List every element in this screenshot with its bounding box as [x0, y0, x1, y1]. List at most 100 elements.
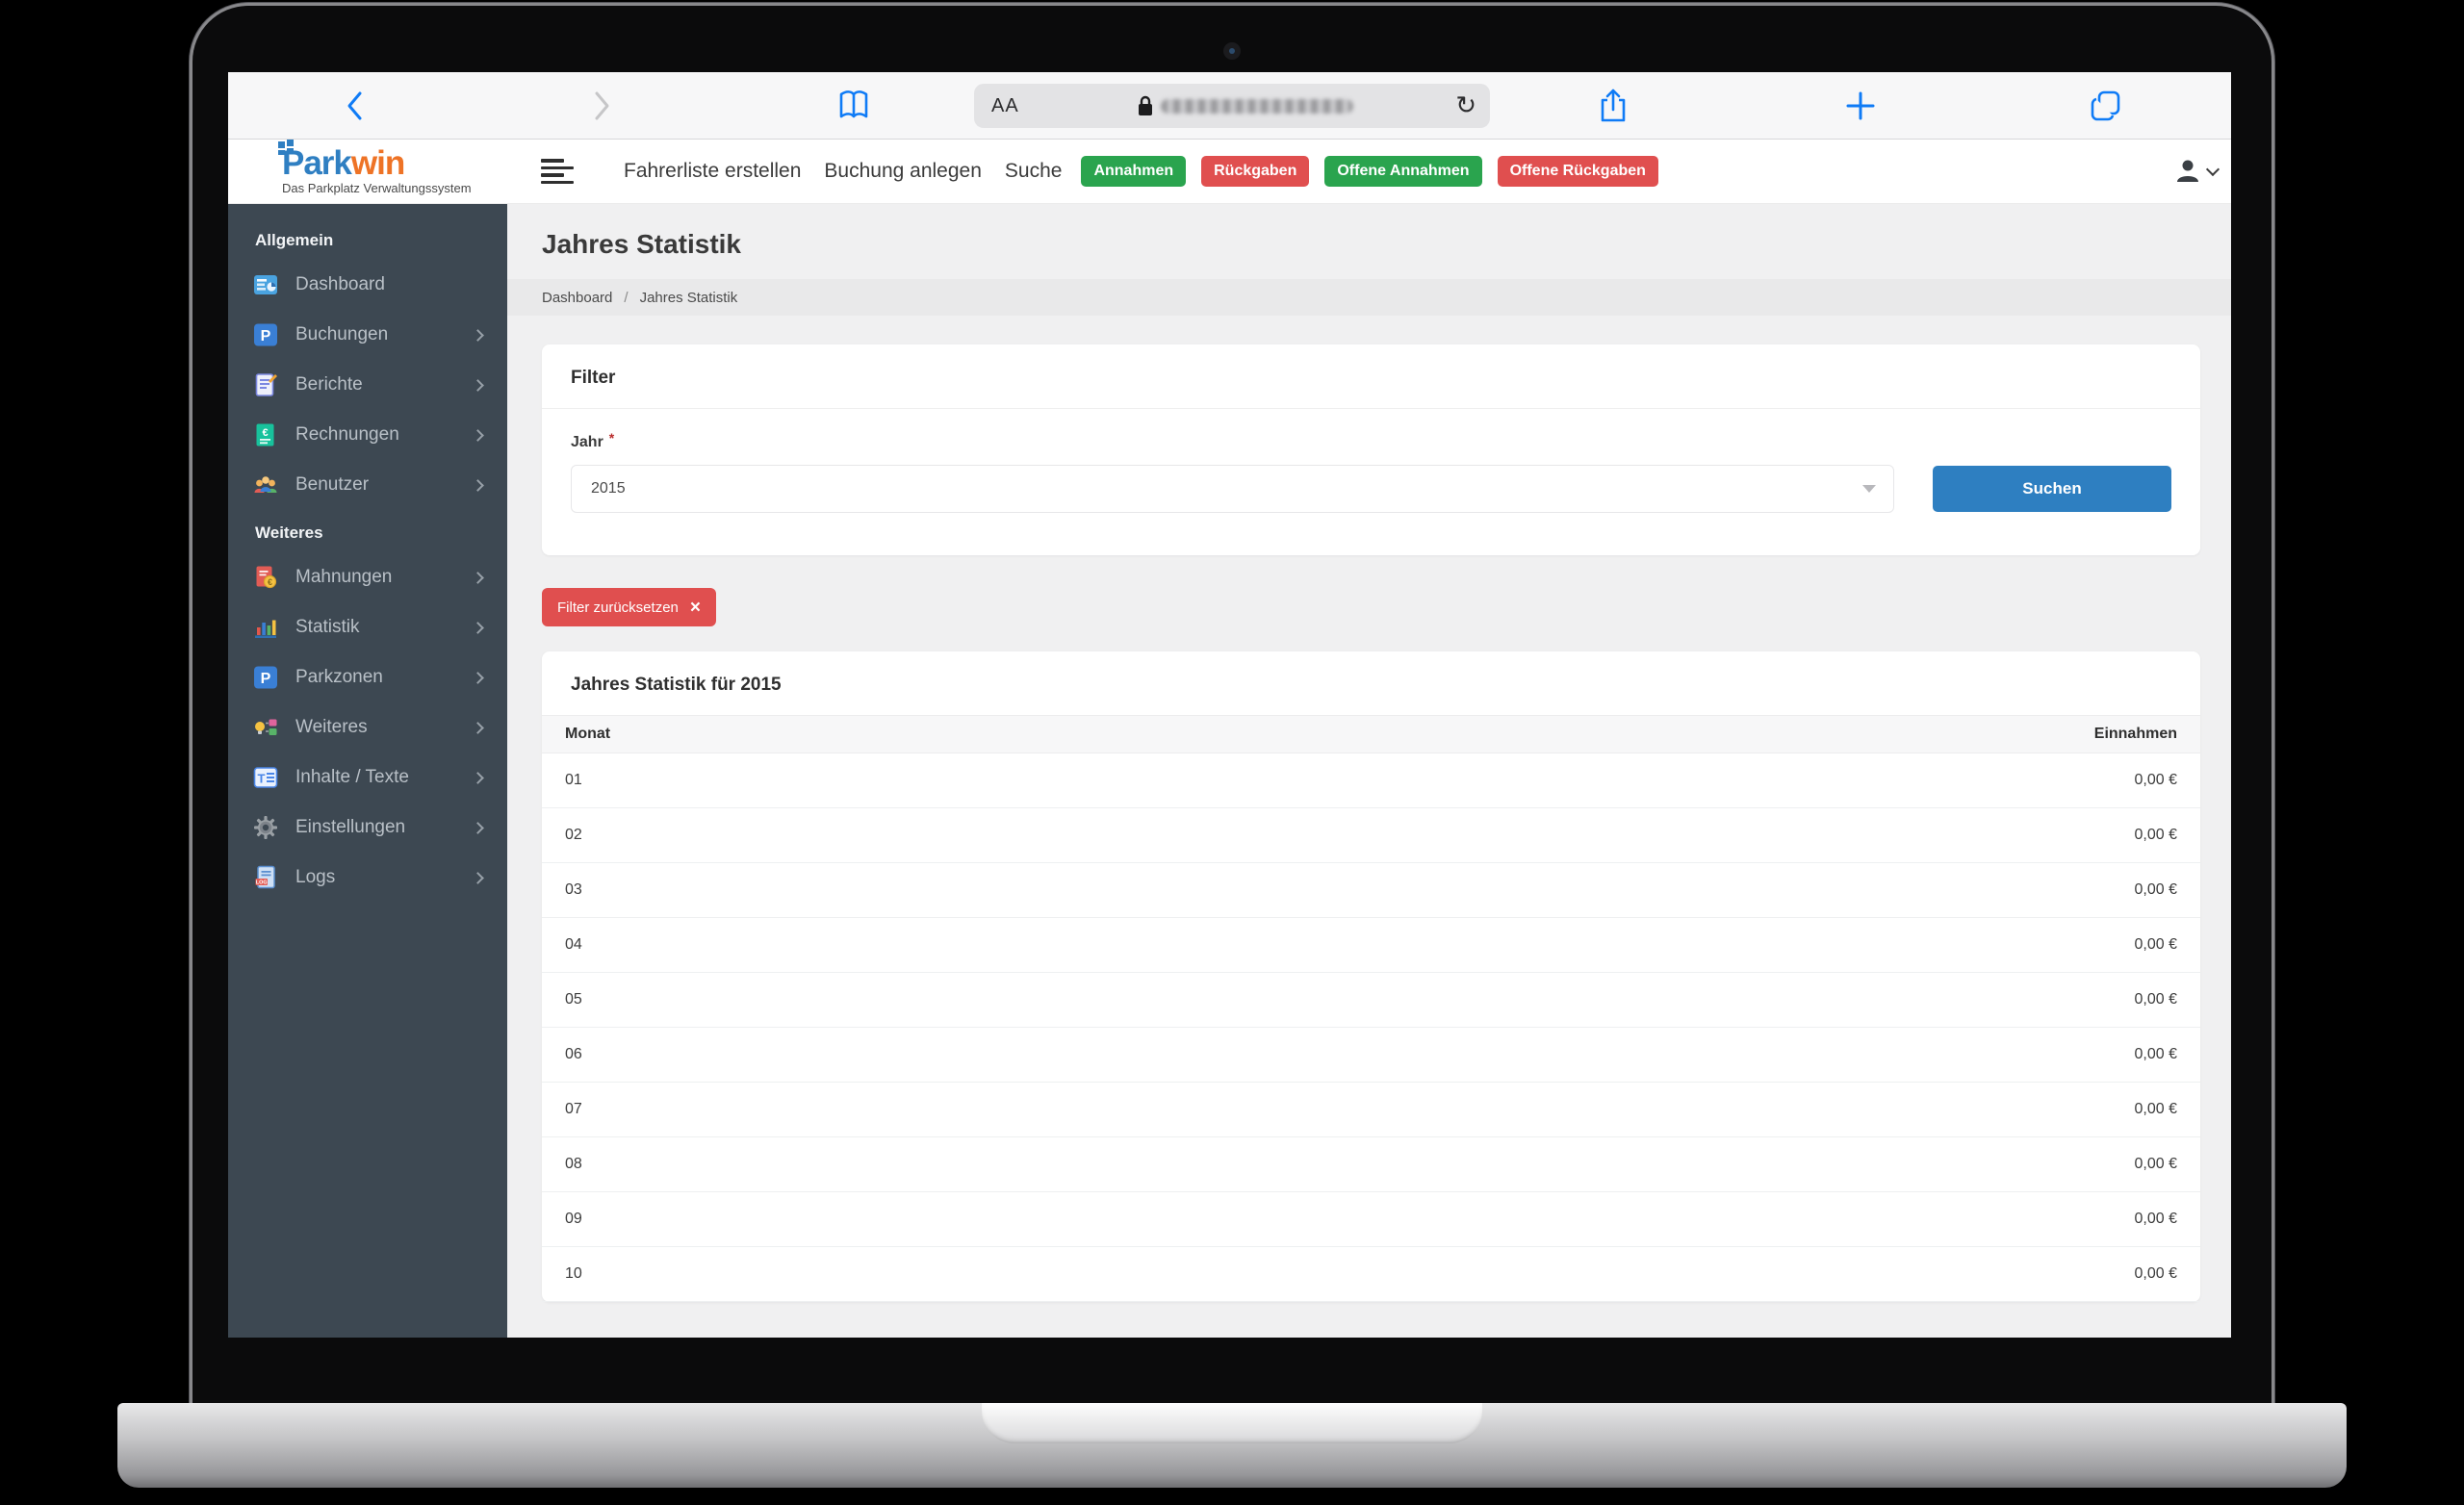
reader-aa-button[interactable]: AA: [991, 94, 1019, 116]
table-row: 09 0,00 €: [542, 1192, 2200, 1247]
masked-url: [1161, 98, 1353, 114]
svg-text:P: P: [261, 671, 271, 687]
browser-window: AA ↻: [228, 72, 2231, 1338]
laptop-base: [117, 1403, 2347, 1488]
forward-icon[interactable]: [590, 72, 613, 140]
filter-reset-button[interactable]: Filter zurücksetzen ×: [542, 588, 716, 626]
sidebar-item-dashboard[interactable]: Dashboard: [228, 260, 507, 310]
content-text-icon: T: [253, 767, 278, 788]
sidebar-item-rechnungen[interactable]: € Rechnungen: [228, 410, 507, 460]
sidebar-item-benutzer[interactable]: Benutzer: [228, 460, 507, 510]
svg-text:€: €: [268, 577, 272, 587]
filter-card: Filter Jahr * 2015 Suchen: [542, 344, 2200, 555]
user-icon: [2177, 160, 2198, 182]
chevron-right-icon: [472, 378, 484, 392]
chevron-down-icon: [1862, 485, 1876, 493]
sidebar-section-allgemein: Allgemein: [255, 231, 334, 249]
chevron-down-icon: [2205, 162, 2220, 177]
invoice-icon: €: [256, 423, 274, 446]
misc-icon: [255, 719, 277, 735]
logs-icon: LOG: [255, 865, 275, 889]
year-field-label: Jahr *: [571, 430, 615, 450]
close-icon: ×: [689, 597, 701, 618]
main-content: Jahres Statistik Dashboard / Jahres Stat…: [507, 204, 2231, 1338]
new-tab-icon[interactable]: [1845, 72, 1876, 140]
sidebar-item-buchungen[interactable]: P Buchungen: [228, 310, 507, 360]
nav-suche[interactable]: Suche: [1004, 160, 1063, 182]
chevron-right-icon: [472, 621, 484, 634]
table-row: 08 0,00 €: [542, 1137, 2200, 1192]
badge-offene-rueckgaben[interactable]: Offene Rückgaben: [1497, 156, 1658, 187]
table-row: 02 0,00 €: [542, 808, 2200, 863]
sidebar-item-mahnungen[interactable]: € Mahnungen: [228, 552, 507, 602]
table-title: Jahres Statistik für 2015: [571, 675, 782, 695]
chevron-right-icon: [472, 671, 484, 684]
laptop-base-notch: [982, 1403, 1482, 1443]
sidebar-toggle-icon[interactable]: [541, 157, 576, 186]
webcam-dot: [1223, 42, 1241, 60]
users-icon: [254, 476, 277, 493]
table-row: 10 0,00 €: [542, 1247, 2200, 1302]
table-row: 06 0,00 €: [542, 1028, 2200, 1083]
chevron-right-icon: [472, 721, 484, 734]
sidebar-item-statistik[interactable]: Statistik: [228, 602, 507, 652]
sidebar-item-logs[interactable]: LOG Logs: [228, 853, 507, 903]
chevron-right-icon: [472, 871, 484, 884]
table-row: 01 0,00 €: [542, 753, 2200, 808]
breadcrumb-current: Jahres Statistik: [639, 289, 738, 306]
year-select-value: 2015: [591, 480, 626, 497]
share-icon[interactable]: [1599, 72, 1628, 140]
user-menu[interactable]: [2173, 157, 2220, 186]
chevron-right-icon: [472, 428, 484, 442]
sidebar-item-parkzonen[interactable]: P Parkzonen: [228, 652, 507, 702]
bookmarks-icon[interactable]: [838, 72, 869, 140]
sidebar-item-einstellungen[interactable]: Einstellungen: [228, 803, 507, 853]
sidebar-item-inhalte-texte[interactable]: T Inhalte / Texte: [228, 752, 507, 803]
svg-text:P: P: [261, 328, 271, 344]
breadcrumb: Dashboard / Jahres Statistik: [507, 279, 2231, 316]
badge-offene-annahmen[interactable]: Offene Annahmen: [1324, 156, 1482, 187]
required-marker: *: [608, 430, 615, 446]
logo-tagline: Das Parkplatz Verwaltungssystem: [282, 181, 472, 195]
badge-annahmen[interactable]: Annahmen: [1081, 156, 1187, 187]
column-header-einnahmen: Einnahmen: [2093, 726, 2177, 742]
back-icon[interactable]: [344, 72, 367, 140]
logo-text-park: Park: [282, 144, 352, 182]
reload-icon[interactable]: ↻: [1455, 91, 1476, 120]
bar-chart-icon: [255, 620, 276, 638]
top-nav: Fahrerliste erstellen Buchung anlegen Su…: [624, 160, 1062, 183]
breadcrumb-separator: /: [624, 289, 629, 306]
sidebar-item-weiteres[interactable]: Weiteres: [228, 702, 507, 752]
chevron-right-icon: [472, 821, 484, 834]
breadcrumb-dashboard[interactable]: Dashboard: [542, 289, 613, 306]
table-row: 07 0,00 €: [542, 1083, 2200, 1137]
parkwin-logo[interactable]: Parkwin Das Parkplatz Verwaltungssystem: [228, 140, 507, 195]
svg-text:T: T: [258, 772, 266, 786]
chevron-right-icon: [472, 771, 484, 784]
settings-gear-icon: [254, 816, 277, 839]
logo-text-win: win: [350, 144, 405, 182]
year-select[interactable]: 2015: [571, 465, 1894, 513]
table-header-row: Monat Einnahmen: [542, 715, 2200, 753]
badge-rueckgaben[interactable]: Rückgaben: [1201, 156, 1310, 187]
dashboard-icon: [254, 275, 277, 294]
search-button[interactable]: Suchen: [1933, 466, 2171, 512]
chevron-right-icon: [472, 478, 484, 492]
column-header-monat: Monat: [565, 726, 611, 742]
table-row: 03 0,00 €: [542, 863, 2200, 918]
address-bar[interactable]: AA ↻: [974, 84, 1490, 128]
reminder-icon: €: [256, 566, 277, 589]
sidebar-section-weiteres: Weiteres: [255, 523, 323, 542]
page-title: Jahres Statistik: [542, 229, 741, 259]
laptop-lid: AA ↻: [192, 6, 2272, 1403]
svg-text:LOG: LOG: [256, 880, 268, 885]
lock-icon: [1139, 95, 1152, 115]
tabs-overview-icon[interactable]: [2090, 72, 2122, 140]
browser-toolbar: AA ↻: [228, 72, 2231, 140]
app-header: Parkwin Das Parkplatz Verwaltungssystem …: [228, 140, 2231, 204]
nav-fahrerliste-erstellen[interactable]: Fahrerliste erstellen: [624, 160, 802, 182]
logo-dots-icon: [278, 140, 297, 155]
sidebar-item-berichte[interactable]: Berichte: [228, 360, 507, 410]
nav-buchung-anlegen[interactable]: Buchung anlegen: [824, 160, 982, 182]
parking-icon: P: [254, 666, 277, 689]
